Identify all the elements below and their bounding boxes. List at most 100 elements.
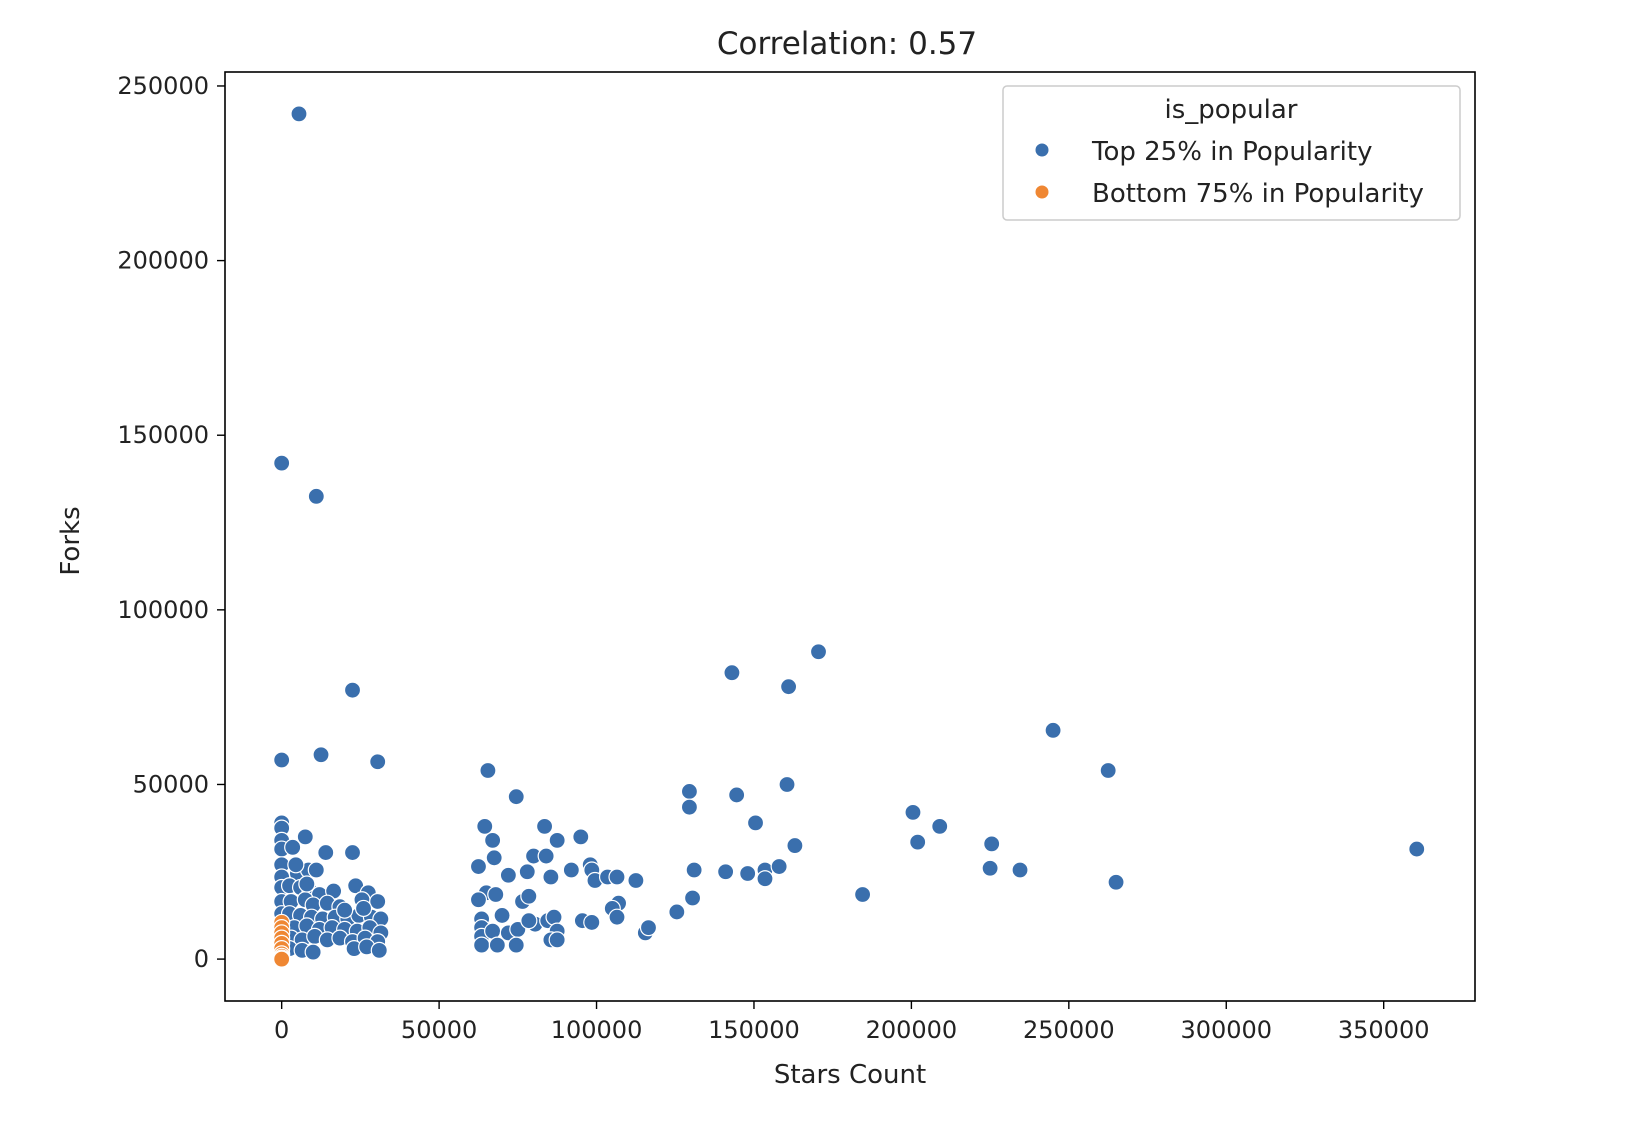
legend-box [1002, 85, 1461, 221]
data-point-top [370, 941, 388, 959]
data-point-top [728, 786, 746, 804]
data-point-top [287, 856, 305, 874]
data-point-top [479, 761, 497, 780]
y-tick-label: 200000 [117, 247, 209, 275]
data-point-top [770, 857, 788, 876]
data-point-top [518, 863, 536, 881]
legend-label-top: Top 25% in Popularity [1091, 137, 1372, 167]
data-point-top [1011, 861, 1029, 879]
data-point-top [273, 751, 291, 769]
data-point-top [535, 817, 554, 835]
data-point-top [520, 912, 538, 930]
data-point-top [343, 843, 362, 862]
data-point-top [778, 775, 796, 794]
data-point-top [473, 936, 491, 954]
data-point-top [507, 788, 525, 806]
data-point-top [307, 487, 325, 505]
data-point-top [685, 861, 703, 879]
data-point-top [369, 892, 387, 911]
data-point-top [572, 828, 590, 846]
data-point-top [507, 936, 525, 954]
x-tick-label: 200000 [866, 1016, 958, 1044]
data-point-top [1107, 873, 1125, 891]
x-tick-label: 350000 [1338, 1016, 1430, 1044]
data-point-top [904, 803, 922, 822]
data-point-top [487, 885, 505, 904]
x-tick-label: 250000 [1023, 1016, 1115, 1044]
x-tick-label: 50000 [401, 1016, 477, 1044]
y-tick-label: 50000 [133, 770, 209, 798]
data-point-top [680, 782, 699, 801]
data-point-top [746, 814, 765, 832]
x-tick-label: 300000 [1180, 1016, 1272, 1044]
data-point-top [909, 833, 927, 851]
chart-title: Correlation: 0.57 [717, 26, 977, 62]
data-point-top [312, 746, 330, 764]
data-point-top [668, 903, 686, 921]
data-point-top [723, 664, 741, 682]
data-point-top [488, 936, 506, 954]
legend: is_popular Top 25% in Popularity Bottom … [1002, 85, 1461, 221]
x-axis-ticks: 0 50000 100000 150000 200000 250000 300000 3500… [274, 1001, 1430, 1044]
data-point-top [485, 849, 503, 867]
data-point-top [317, 843, 335, 862]
data-point-top [298, 875, 316, 893]
data-point-top [284, 838, 302, 856]
data-point-top [981, 859, 999, 877]
data-point-top [1408, 840, 1426, 858]
data-point-top [780, 678, 798, 696]
plot-frame [224, 71, 1476, 1002]
data-point-top [639, 919, 658, 937]
data-point-top [304, 943, 322, 961]
data-point-top [683, 889, 702, 907]
data-point-top [983, 835, 1001, 853]
data-point-top [756, 870, 774, 888]
x-tick-label: 100000 [551, 1016, 643, 1044]
data-point-top [542, 868, 560, 886]
data-point-top [739, 864, 757, 883]
y-axis-title: Forks [56, 506, 86, 575]
data-point-top [853, 885, 872, 904]
data-point-top [354, 899, 373, 918]
data-point-top [499, 866, 517, 884]
y-tick-label: 0 [194, 945, 209, 973]
x-tick-label: 0 [274, 1016, 289, 1044]
y-tick-label: 150000 [117, 421, 209, 449]
data-point-top [343, 681, 362, 699]
legend-label-bottom: Bottom 75% in Popularity [1092, 179, 1424, 209]
data-point-top [484, 831, 502, 849]
data-point-top [786, 836, 804, 855]
data-point-top [1099, 761, 1117, 780]
data-point-bottom [273, 950, 291, 968]
data-point-top [469, 857, 488, 876]
legend-marker-bottom [1034, 184, 1050, 200]
legend-title: is_popular [1164, 95, 1297, 125]
points-layer [273, 105, 1426, 968]
x-axis-title: Stars Count [774, 1060, 926, 1090]
data-point-top [290, 105, 308, 123]
data-point-top [273, 454, 291, 472]
y-tick-label: 250000 [117, 72, 209, 100]
data-point-top [548, 931, 566, 949]
data-point-top [548, 831, 566, 849]
data-point-top [545, 908, 563, 926]
data-point-top [931, 817, 949, 835]
data-point-top [608, 868, 626, 886]
data-point-top [608, 908, 626, 926]
legend-marker-top [1034, 142, 1050, 158]
data-point-top [493, 906, 511, 925]
data-point-top [296, 828, 314, 846]
x-tick-label: 150000 [708, 1016, 800, 1044]
data-point-top [583, 913, 601, 932]
data-point-top [307, 861, 325, 879]
data-point-top [627, 871, 645, 890]
data-point-top [537, 847, 555, 865]
y-axis-ticks: 0 50000 100000 150000 200000 250000 [117, 72, 225, 973]
data-point-top [336, 901, 354, 919]
y-tick-label: 100000 [117, 596, 209, 624]
data-point-top [369, 753, 387, 771]
data-point-top [520, 887, 538, 905]
data-point-top [717, 863, 735, 881]
data-point-top [476, 817, 494, 835]
